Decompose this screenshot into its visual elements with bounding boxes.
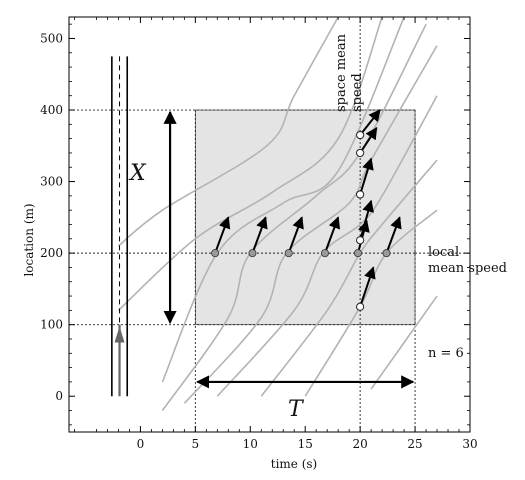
local-speed-arrow bbox=[214, 216, 231, 254]
local-speed-arrow bbox=[385, 216, 402, 254]
vehicle-trajectory bbox=[183, 45, 438, 404]
vehicle-trajectory bbox=[216, 95, 438, 397]
y-axis-title: location (m) bbox=[22, 203, 36, 276]
t-dimension-label: T bbox=[288, 397, 305, 422]
x-tick-label: 30 bbox=[462, 437, 477, 451]
local-speed-arrow bbox=[287, 216, 304, 254]
measurement-points bbox=[211, 109, 402, 311]
local-measurement-point bbox=[320, 249, 329, 258]
local-measurement-point bbox=[382, 249, 391, 258]
x-tick-label: 5 bbox=[192, 437, 200, 451]
local-measurement-point bbox=[248, 249, 257, 258]
space-measurement-point bbox=[356, 130, 365, 140]
space-speed-arrow bbox=[359, 199, 374, 241]
x-tick-label: 0 bbox=[137, 437, 145, 451]
y-tick-label: 0 bbox=[55, 389, 63, 403]
vehicle-trajectory bbox=[117, 16, 339, 247]
local-speed-arrow bbox=[324, 216, 341, 254]
vehicle-trajectory bbox=[304, 209, 438, 397]
x-tick-label: 20 bbox=[352, 437, 367, 451]
space-speed-arrow bbox=[359, 266, 376, 308]
space-measurement-point bbox=[356, 236, 365, 245]
direction-arrow-icon bbox=[114, 326, 125, 343]
space-speed-arrow bbox=[359, 109, 381, 136]
local-measurement-point bbox=[284, 249, 293, 258]
y-tick-label: 100 bbox=[40, 318, 63, 332]
road-schematic bbox=[111, 56, 129, 397]
vehicle-count-label: n = 6 bbox=[428, 346, 464, 361]
y-tick-label: 200 bbox=[40, 246, 63, 260]
space-speed-arrow bbox=[359, 157, 374, 195]
local-measurement-point bbox=[211, 249, 220, 258]
space-measurement-point bbox=[356, 302, 365, 311]
dimension-arrows bbox=[163, 110, 415, 389]
y-tick-label: 400 bbox=[40, 103, 63, 117]
space-speed-arrow bbox=[359, 126, 378, 154]
local-measurement-point bbox=[353, 249, 362, 258]
x-tick-label: 25 bbox=[407, 437, 422, 451]
x-tick-label: 10 bbox=[243, 437, 258, 451]
x-axis-title: time (s) bbox=[271, 457, 317, 471]
x-dimension-label: X bbox=[128, 161, 147, 186]
space-measurement-point bbox=[356, 190, 365, 199]
y-tick-label: 500 bbox=[40, 31, 63, 45]
x-tick-label: 15 bbox=[298, 437, 313, 451]
space-measurement-point bbox=[356, 148, 365, 158]
local-mean-speed-label: local mean speed bbox=[428, 245, 507, 276]
space-mean-speed-label: space mean speed bbox=[334, 30, 365, 112]
vehicle-trajectory bbox=[161, 16, 405, 383]
y-tick-label: 300 bbox=[40, 175, 63, 189]
local-speed-arrow bbox=[251, 216, 268, 254]
